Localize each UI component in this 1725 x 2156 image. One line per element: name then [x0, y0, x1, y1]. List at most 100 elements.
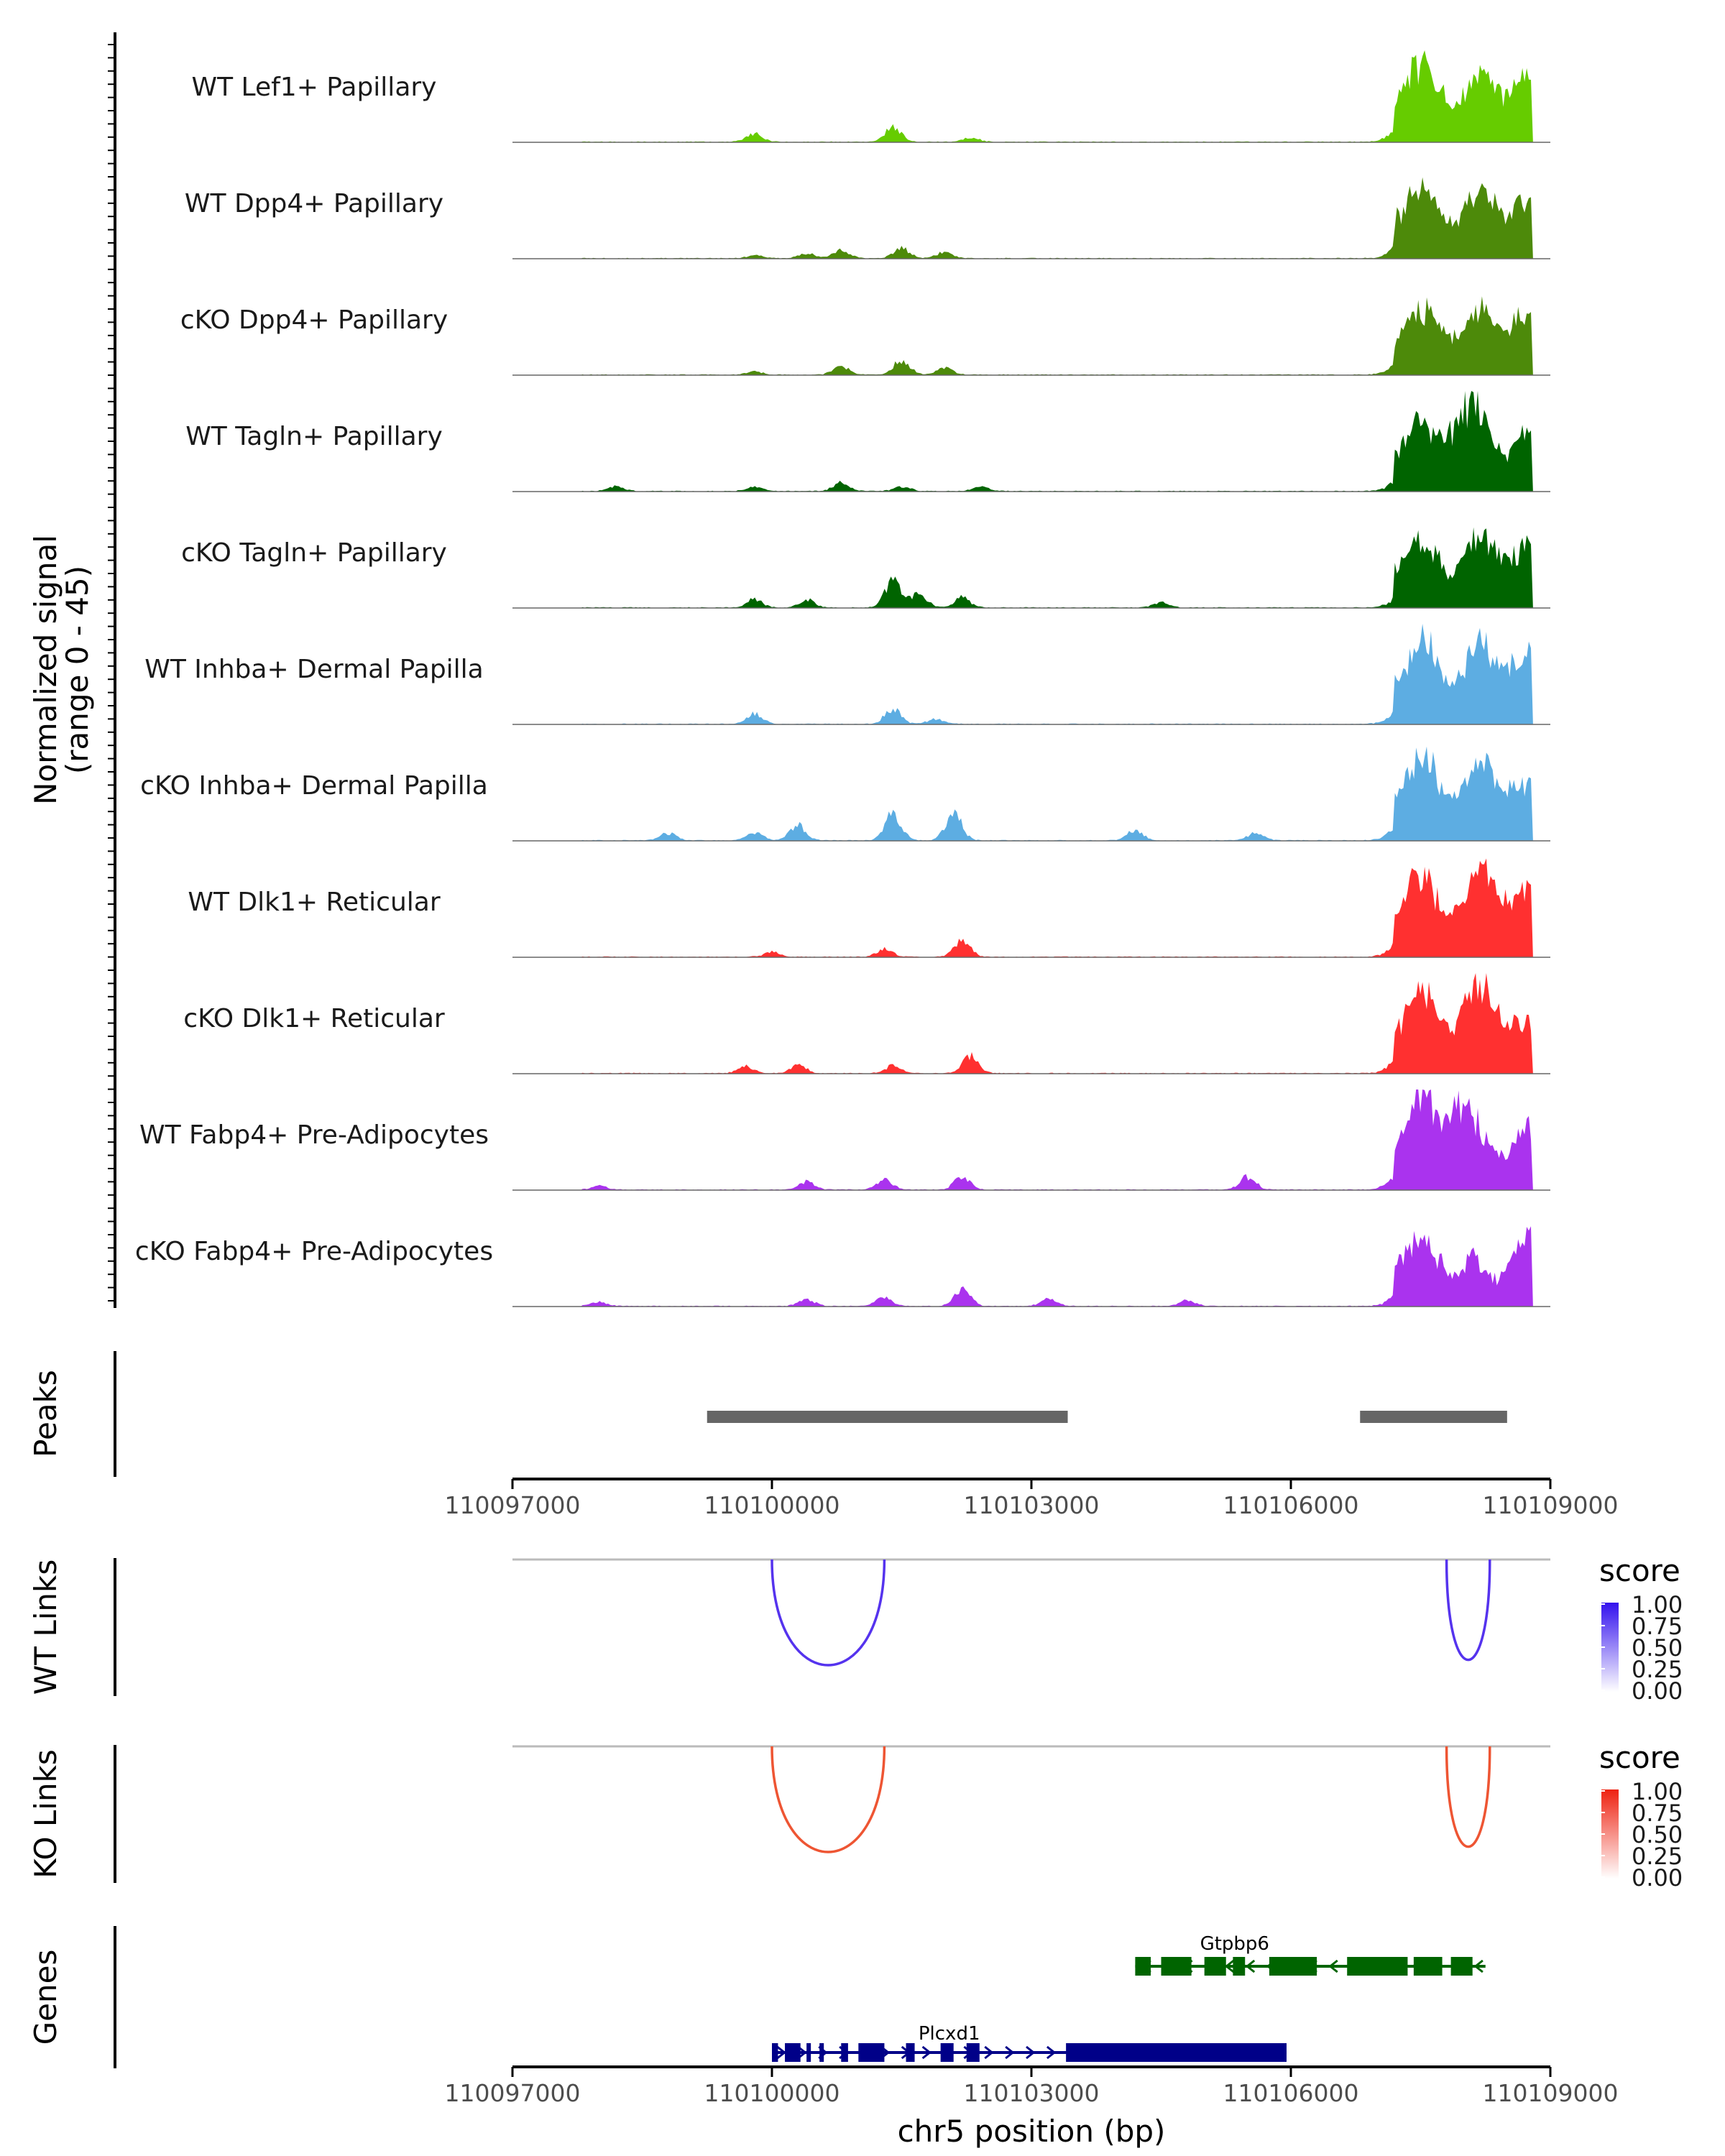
gene-models: Gtpbp6 Plcxd1 [772, 1933, 1486, 2062]
x-axis-top: 110097000 110100000 110103000 110106000 1101… [445, 1478, 1619, 1519]
link-arc [1445, 1559, 1491, 1662]
x-tick-label: 110097000 [445, 2079, 581, 2107]
gene-exon [819, 2043, 824, 2062]
strand-arrow [1046, 2045, 1057, 2060]
coverage-area [512, 1226, 1533, 1307]
coverage-track: cKO Dlk1+ Reticular [183, 973, 1550, 1074]
strand-arrow [1274, 2045, 1284, 2060]
legend-tick-label: 0.25 [1632, 1656, 1683, 1683]
legend-tick-label: 1.00 [1632, 1778, 1683, 1805]
x-tick-label: 110106000 [1223, 1491, 1359, 1519]
x-tick-label: 110109000 [1483, 1491, 1619, 1519]
link-arc [770, 1559, 886, 1667]
track-label: WT Inhba+ Dermal Papilla [144, 655, 483, 684]
gene-name: Gtpbp6 [1200, 1933, 1269, 1955]
track-label: WT Lef1+ Papillary [192, 73, 437, 102]
links-panel: KO Links score 1.000.750.500.250.00 [28, 1740, 1683, 1892]
gene-model: Gtpbp6 [1135, 1933, 1486, 1976]
x-axis-bottom: 110097000 110100000 110103000 110106000 1101… [445, 2065, 1619, 2107]
track-label: cKO Inhba+ Dermal Papilla [140, 771, 488, 801]
gene-exon [858, 2043, 885, 2062]
strand-arrow [880, 2045, 891, 2060]
peak-region [707, 1411, 1068, 1423]
strand-arrow [1411, 1959, 1422, 1973]
strand-arrow [1254, 2045, 1264, 2060]
coverage-track: cKO Tagln+ Papillary [181, 527, 1550, 609]
strand-arrow [1307, 1959, 1317, 1973]
link-arc [1445, 1746, 1491, 1848]
coverage-track: cKO Dpp4+ Papillary [180, 296, 1550, 376]
peaks-label: Peaks [28, 1370, 63, 1457]
strand-arrow [1432, 1959, 1443, 1973]
track-label: WT Fabp4+ Pre-Adipocytes [139, 1120, 489, 1150]
track-label: WT Tagln+ Papillary [185, 422, 443, 451]
coverage-area [512, 296, 1533, 375]
strand-arrow [818, 2045, 828, 2060]
coverage-area [512, 746, 1533, 841]
strand-arrow [1067, 2045, 1077, 2060]
strand-arrow [860, 2045, 870, 2060]
x-tick-label: 110109000 [1483, 2079, 1619, 2107]
legend-tick-label: 0.75 [1632, 1613, 1683, 1640]
legend-tick-label: 0.00 [1632, 1864, 1683, 1892]
coverage-tracks: WT Lef1+ Papillary WT Dpp4+ Papillary cKO … [135, 50, 1550, 1307]
strand-arrow [1026, 2045, 1036, 2060]
strand-arrow [921, 2045, 932, 2060]
strand-arrow [1108, 2045, 1118, 2060]
legend-tick-label: 0.00 [1632, 1677, 1683, 1705]
coverage-area [512, 177, 1533, 259]
strand-arrow [1233, 2045, 1243, 2060]
signal-axis-ticks [108, 44, 115, 1302]
coverage-area [512, 973, 1533, 1074]
genes-label: Genes [28, 1950, 63, 2045]
signal-axis-label-line1: Normalized signal [28, 535, 63, 805]
strand-arrow [1287, 1959, 1297, 1973]
links-panel: WT Links score 1.000.750.500.250.00 [28, 1553, 1683, 1705]
strand-arrow [1328, 1959, 1338, 1973]
gene-exon [1233, 1957, 1246, 1976]
x-axis-title: chr5 position (bp) [898, 2114, 1166, 2149]
legend-tick-label: 0.50 [1632, 1821, 1683, 1848]
x-tick-label: 110103000 [964, 1491, 1100, 1519]
strand-arrow [1473, 1959, 1484, 1973]
strand-arrow [1150, 2045, 1160, 2060]
strand-arrow [1266, 1959, 1276, 1973]
signal-axis-label-line2: (range 0 - 45) [60, 566, 95, 774]
genes-panel: Genes Gtpbp6 Plcxd1 110097000 110100000 110… [28, 1926, 1618, 2149]
gene-name: Plcxd1 [919, 2023, 980, 2045]
coverage-track: WT Tagln+ Papillary [185, 391, 1550, 492]
coverage-area [512, 858, 1533, 957]
coverage-track: WT Inhba+ Dermal Papilla [144, 624, 1550, 725]
strand-arrow [1349, 1959, 1359, 1973]
coverage-track: cKO Fabp4+ Pre-Adipocytes [135, 1226, 1550, 1307]
coverage-area [512, 50, 1533, 142]
strand-arrow [1087, 2045, 1098, 2060]
gene-model: Plcxd1 [772, 2023, 1287, 2062]
gene-exon [1347, 1957, 1408, 1976]
gene-exon [1413, 1957, 1443, 1976]
legend-tick-label: 0.25 [1632, 1843, 1683, 1870]
coverage-track: cKO Inhba+ Dermal Papilla [140, 746, 1550, 842]
strand-arrow [839, 2045, 849, 2060]
coverage-area [512, 391, 1533, 492]
track-label: WT Dlk1+ Reticular [188, 888, 440, 917]
legend-tick-label: 1.00 [1632, 1591, 1683, 1618]
strand-arrow [1453, 1959, 1463, 1973]
strand-arrow [1245, 1959, 1256, 1973]
track-label: cKO Dlk1+ Reticular [183, 1004, 445, 1033]
strand-arrow [1224, 1959, 1235, 1973]
coverage-area [512, 527, 1533, 608]
strand-arrow [1005, 2045, 1015, 2060]
peak-region [1360, 1411, 1507, 1423]
x-tick-label: 110097000 [445, 1491, 581, 1519]
track-label: cKO Tagln+ Papillary [181, 538, 447, 568]
strand-arrow [1129, 2045, 1139, 2060]
coverage-track: WT Dpp4+ Papillary [185, 177, 1550, 259]
strand-arrow [1183, 1959, 1193, 1973]
coverage-track: WT Dlk1+ Reticular [188, 858, 1550, 958]
peak-regions [707, 1411, 1507, 1423]
legend-title: score [1599, 1553, 1680, 1588]
track-label: WT Dpp4+ Papillary [185, 189, 443, 218]
